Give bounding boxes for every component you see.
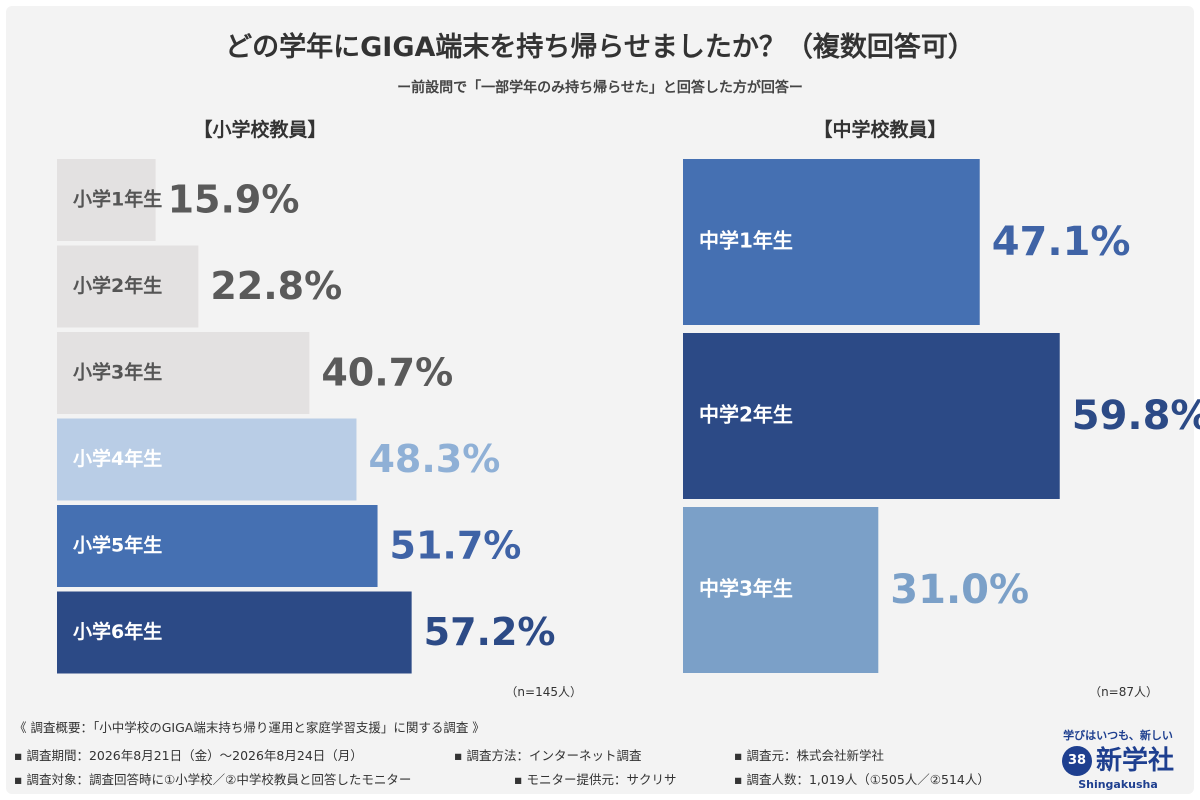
elementary-category-label-4: 小学4年生 <box>73 447 162 470</box>
elementary-bar-5 <box>57 505 378 587</box>
chart-subtitle: ー前設問で「一部学年のみ持ち帰らせた」と回答した方が回答ー <box>397 80 803 96</box>
junior-high-category-label-3: 中学3年生 <box>699 577 793 601</box>
logo-name: 新学社 <box>1095 746 1174 776</box>
elementary-value-label-4: 48.3% <box>368 437 500 481</box>
elementary-bar-2 <box>57 245 199 328</box>
survey-overview-row-2: ▪ 調査対象：調査回答時に①小学校／②中学校教員と回答したモニター ▪ モニター… <box>14 770 1044 790</box>
elementary-value-label-6: 57.2% <box>424 610 556 654</box>
elementary-category-label-3: 小学3年生 <box>73 361 162 384</box>
logo-roman-name: Shingakusha <box>1078 778 1158 791</box>
elementary-bar-1 <box>57 159 156 241</box>
elementary-value-label-1: 15.9% <box>168 178 300 222</box>
junior-high-value-label-1: 47.1% <box>992 219 1131 265</box>
survey-overview-row-1: ▪ 調査期間：2026年8月21日（金）〜2026年8月24日（月） ▪ 調査方… <box>14 746 1044 766</box>
logo-mark-icon: 38 <box>1061 746 1092 776</box>
survey-overview-heading: 《 調査概要：「小中学校のGIGA端末持ち帰り運用と家庭学習支援」に関する調査 … <box>14 720 485 735</box>
junior-high-bar-2 <box>683 333 1060 499</box>
elementary-value-label-2: 22.8% <box>210 264 342 308</box>
junior-high-value-label-3: 31.0% <box>890 567 1029 613</box>
junior-high-section-title: 【中学校教員】 <box>813 119 947 141</box>
junior-high-category-label-2: 中学2年生 <box>699 403 793 427</box>
elementary-section-title: 【小学校教員】 <box>193 119 327 141</box>
survey-overview: 《 調査概要：「小中学校のGIGA端末持ち帰り運用と家庭学習支援」に関する調査 … <box>14 718 1044 796</box>
elementary-value-label-3: 40.7% <box>321 351 453 395</box>
junior-high-bar-3 <box>683 507 879 673</box>
elementary-bar-6 <box>57 591 412 674</box>
elementary-category-label-5: 小学5年生 <box>73 534 162 557</box>
elementary-sample-size: （n=145人） <box>505 685 582 699</box>
respondent-count: ▪ 調査人数：1,019人（①505人／②514人） <box>734 772 990 787</box>
survey-source: ▪ 調査元：株式会社新学社 <box>734 748 884 763</box>
survey-target: ▪ 調査対象：調査回答時に①小学校／②中学校教員と回答したモニター <box>14 772 412 787</box>
elementary-bar-3 <box>57 332 310 414</box>
elementary-category-label-6: 小学6年生 <box>73 620 162 643</box>
survey-period: ▪ 調査期間：2026年8月21日（金）〜2026年8月24日（月） <box>14 748 363 763</box>
monitor-provider: ▪ モニター提供元：サクリサ <box>514 772 677 787</box>
junior-high-category-label-1: 中学1年生 <box>699 229 793 253</box>
elementary-category-label-1: 小学1年生 <box>73 188 162 211</box>
junior-high-sample-size: （n=87人） <box>1089 685 1158 699</box>
logo-tagline: 学びはいつも、新しい <box>1063 729 1173 742</box>
company-logo: 学びはいつも、新しい 38 新学社 Shingakusha <box>1048 728 1188 794</box>
elementary-category-label-2: 小学2年生 <box>73 274 162 297</box>
elementary-bar-4 <box>57 418 357 501</box>
chart-title: どの学年にGIGA端末を持ち帰らせましたか？（複数回答可） <box>225 32 975 63</box>
junior-high-bar-1 <box>683 159 980 325</box>
elementary-value-label-5: 51.7% <box>390 524 522 568</box>
survey-method: ▪ 調査方法：インターネット調査 <box>454 748 642 763</box>
junior-high-value-label-2: 59.8% <box>1072 393 1200 439</box>
